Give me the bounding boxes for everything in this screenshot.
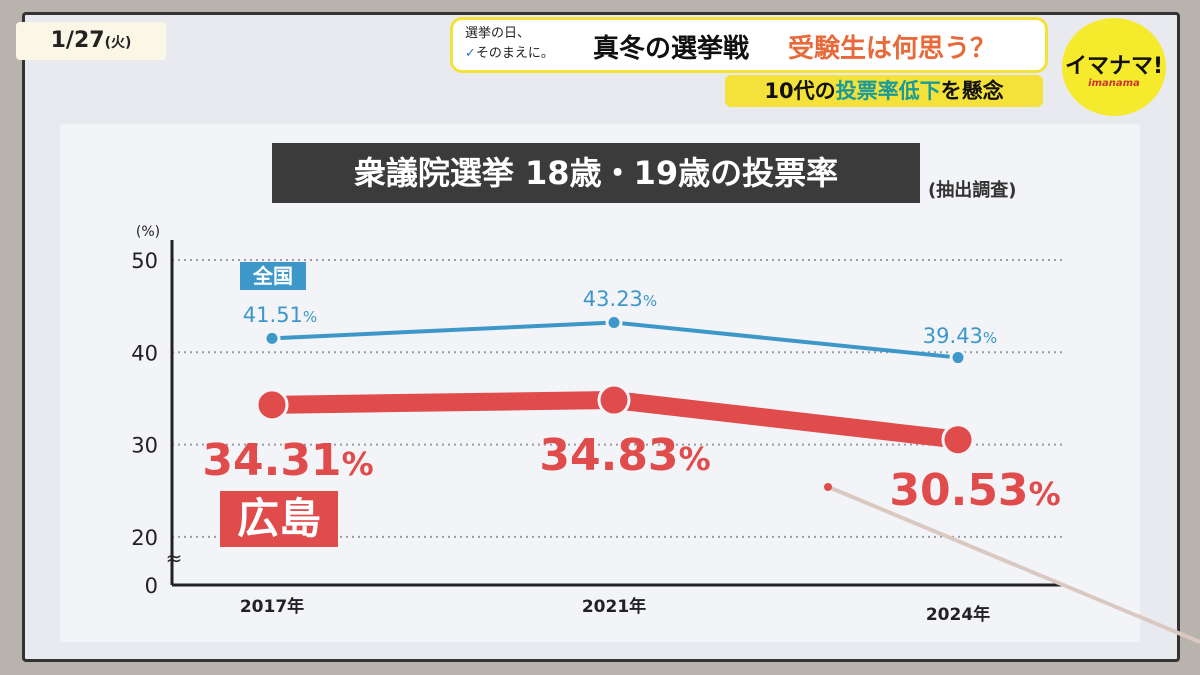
program-tagline: 選挙の日、 ✓そのまえに。 bbox=[465, 24, 554, 64]
headline-main: 真冬の選挙戦 bbox=[593, 34, 750, 64]
tagline-line1: 選挙の日、 bbox=[465, 26, 531, 41]
x-tick-label: 2024年 bbox=[926, 604, 990, 625]
subtitle-part: を懸念 bbox=[940, 79, 1004, 103]
pointer-stick bbox=[825, 484, 1200, 644]
pointer-tip bbox=[824, 483, 832, 491]
subtitle-highlight: 投票率低下 bbox=[835, 79, 941, 103]
data-point bbox=[255, 388, 289, 422]
data-label: 34.83% bbox=[539, 430, 710, 481]
y-axis-unit: (%) bbox=[136, 224, 160, 240]
axis-break-icon: ≈ bbox=[166, 546, 183, 570]
logo-text: イマナマ! bbox=[1064, 54, 1164, 79]
chart-panel bbox=[60, 124, 1140, 642]
y-tick-label: 0 bbox=[145, 574, 158, 598]
tagline-line2: そのまえに。 bbox=[475, 46, 554, 61]
subtitle-part: 10代の bbox=[764, 79, 836, 103]
y-tick-label: 50 bbox=[131, 249, 158, 273]
y-tick-label: 20 bbox=[131, 526, 158, 550]
data-label: 34.31% bbox=[202, 435, 373, 486]
logo-subtext: imanama bbox=[1088, 78, 1140, 89]
legend-hiroshima: 広島 bbox=[220, 491, 338, 547]
program-logo: イマナマ! imanama bbox=[1062, 18, 1166, 116]
data-point bbox=[949, 349, 967, 367]
x-tick-label: 2021年 bbox=[582, 596, 646, 617]
data-label: 39.43% bbox=[923, 324, 997, 348]
weekday-text: (火) bbox=[104, 35, 132, 51]
headline-sub: 受験生は何思う？ bbox=[788, 34, 997, 64]
data-label: 43.23% bbox=[583, 287, 657, 311]
y-tick-label: 40 bbox=[131, 341, 158, 365]
data-point bbox=[263, 329, 281, 347]
y-tick-label: 30 bbox=[131, 434, 158, 458]
x-tick-label: 2017年 bbox=[240, 596, 304, 617]
date-text: 1/27 bbox=[50, 28, 105, 53]
subtitle-bar: 10代の投票率低下を懸念 bbox=[725, 75, 1043, 107]
data-label: 30.53% bbox=[889, 465, 1060, 516]
data-point bbox=[941, 423, 975, 457]
legend-national: 全国 bbox=[240, 262, 306, 290]
date-badge: 1/27(火) bbox=[16, 22, 166, 60]
data-label: 41.51% bbox=[243, 303, 317, 327]
headline-banner: 選挙の日、 ✓そのまえに。 真冬の選挙戦 受験生は何思う？ bbox=[450, 17, 1048, 73]
chart-title: 衆議院選挙 18歳・19歳の投票率 bbox=[272, 143, 920, 203]
chart-note: (抽出調査) bbox=[928, 180, 1017, 201]
data-point bbox=[605, 313, 623, 331]
data-point bbox=[597, 383, 631, 417]
check-icon: ✓ bbox=[465, 46, 476, 61]
